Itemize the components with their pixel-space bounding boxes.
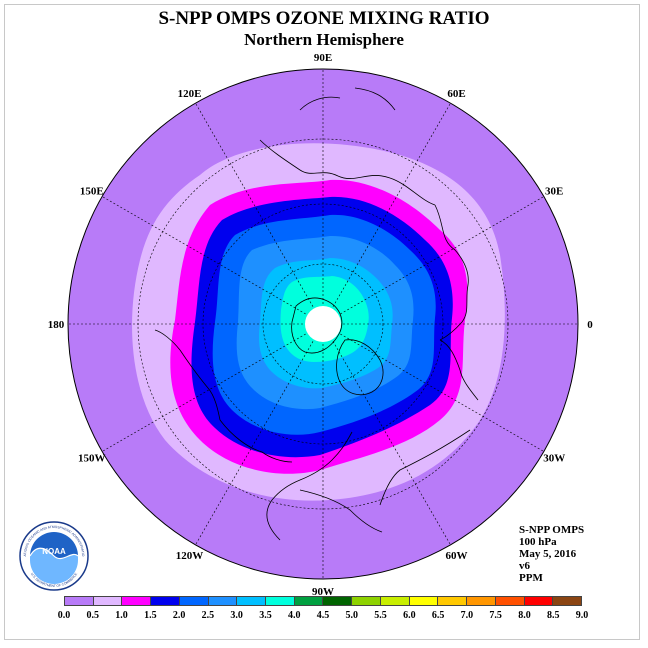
missing-data-pole (305, 306, 341, 342)
colorbar-swatch (179, 597, 209, 605)
meridian-line (340, 196, 544, 315)
colorbar-tick-label: 2.5 (201, 610, 215, 621)
coast-central-asia (299, 87, 396, 111)
coast-alaska (154, 329, 181, 351)
colorbar-swatch (122, 597, 152, 605)
meridian-line (195, 341, 314, 545)
coast-north-america-east (266, 431, 353, 541)
meridian-line (332, 341, 451, 545)
chart-subtitle: Northern Hemisphere (244, 30, 404, 49)
coast-greenland (336, 339, 384, 396)
figure-frame (4, 4, 640, 640)
colorbar-tick-label: 5.5 (374, 610, 387, 621)
meridian-line (332, 103, 451, 307)
colorbar-tick-label: 3.0 (230, 610, 243, 621)
longitude-label: 30W (543, 453, 565, 465)
colorbar-swatch (409, 597, 439, 605)
longitude-label: 90W (312, 586, 334, 598)
info-pressure-level: 100 hPa (519, 536, 557, 548)
longitude-label: 30E (545, 186, 563, 198)
coast-north-america-gulf (219, 419, 293, 463)
colorbar-swatch (495, 597, 525, 605)
colorbar-tick-label: 0.0 (57, 610, 71, 621)
coast-europe (434, 204, 469, 341)
longitude-labels: 90E 60E 30E 0 30W 60W 90W 120W 150W 180 150E 120E (48, 52, 594, 598)
info-version: v6 (519, 560, 530, 572)
longitude-label: 60E (447, 88, 465, 100)
logo-wave-edge (29, 547, 79, 560)
colorbar-tick-label: 4.5 (316, 610, 330, 621)
colorbar-swatch (266, 597, 295, 605)
meridian-line (340, 333, 544, 452)
ozone-field (68, 69, 578, 579)
coast-north-america-west (179, 349, 221, 421)
colorbar-swatch (438, 597, 468, 605)
coastlines (154, 87, 479, 541)
colorbar (64, 596, 582, 606)
colorbar-tick-label: 8.5 (546, 610, 560, 621)
info-units: PPM (519, 572, 543, 584)
longitude-label: 150E (80, 186, 104, 198)
colorbar-swatch (380, 597, 410, 605)
colorbar-tick-label: 6.0 (403, 610, 416, 621)
colorbar-swatch (237, 597, 267, 605)
chart-title: S-NPP OMPS OZONE MIXING RATIO (158, 8, 490, 29)
longitude-label: 120W (176, 550, 204, 562)
colorbar-ticks: 0.0 0.5 1.0 1.5 2.0 2.5 3.0 3.5 4.0 4.5 5.0 5.5 6.0 6… (0, 610, 648, 624)
colorbar-tick-label: 7.5 (489, 610, 502, 621)
colorbar-tick-label: 8.0 (518, 610, 531, 621)
colorbar-swatch (467, 597, 496, 605)
noaa-logo: NOAA NATIONAL OCEANIC AND ATMOSPHERIC AD… (18, 520, 89, 591)
colorbar-tick-label: 0.5 (86, 610, 100, 621)
colorbar-swatch (553, 597, 581, 605)
longitude-label: 60W (446, 550, 468, 562)
coast-greenland-arctic (291, 297, 343, 354)
colorbar-swatch (208, 597, 238, 605)
meridians (68, 69, 578, 579)
graticule (68, 69, 578, 579)
info-block: S-NPP OMPS 100 hPa May 5, 2016 v6 PPM (519, 524, 584, 584)
colorbar-swatch (93, 597, 123, 605)
colorbar-swatch (352, 597, 381, 605)
colorbar-tick-label: 1.5 (144, 610, 157, 621)
colorbar-swatch (65, 597, 94, 605)
coast-asia (259, 139, 436, 206)
logo-wordmark: NOAA (42, 547, 66, 556)
longitude-label: 150W (78, 453, 106, 465)
coast-caribbean (299, 489, 383, 533)
info-instrument: S-NPP OMPS (519, 524, 585, 536)
coast-atlantic (379, 429, 471, 506)
coast-europe-south (439, 339, 479, 401)
colorbar-swatch (151, 597, 180, 605)
colorbar-tick-label: 4.0 (287, 610, 301, 621)
colorbar-tick-label: 5.0 (345, 610, 359, 621)
colorbar-swatch (524, 597, 554, 605)
meridian-line (195, 103, 314, 307)
colorbar-tick-label: 9.0 (575, 610, 589, 621)
longitude-label: 0 (587, 319, 593, 331)
colorbar-tick-label: 2.0 (172, 610, 186, 621)
info-date: May 5, 2016 (519, 548, 577, 560)
longitude-label: 90E (314, 52, 332, 64)
colorbar-tick-label: 3.5 (259, 610, 272, 621)
longitude-label: 180 (48, 319, 65, 331)
map-boundary (67, 68, 579, 580)
meridian-line (102, 196, 306, 315)
colorbar-swatch (323, 597, 353, 605)
colorbar-tick-label: 1.0 (115, 610, 128, 621)
colorbar-tick-label: 7.0 (460, 610, 474, 621)
colorbar-tick-label: 6.5 (431, 610, 445, 621)
meridian-line (102, 333, 306, 452)
longitude-label: 120E (178, 88, 202, 100)
colorbar-swatch (294, 597, 324, 605)
